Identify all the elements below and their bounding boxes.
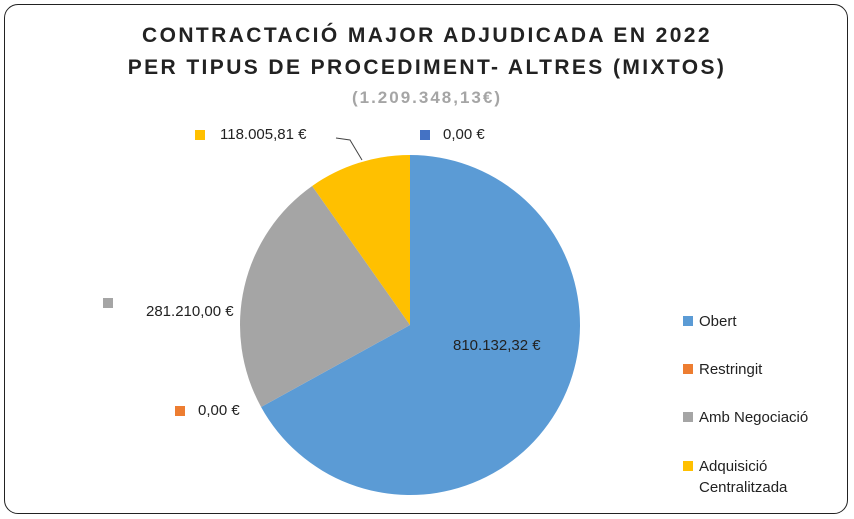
chart-title: CONTRACTACIÓ MAJOR ADJUDICADA EN 2022 xyxy=(142,24,712,47)
pie-slice xyxy=(261,155,580,495)
label-marker xyxy=(175,406,185,416)
legend-entry: Amb Negociació xyxy=(699,409,809,426)
chart-subtitle: (1.209.348,13€) xyxy=(351,88,503,107)
legend-swatch xyxy=(683,412,693,422)
legend-entry: Adquisició Centralitzada xyxy=(699,458,788,496)
pie-slice xyxy=(312,155,410,325)
chart-title: PER TIPUS DE PROCEDIMENT- ALTRES (MIXTOS… xyxy=(127,56,727,79)
pie-slice xyxy=(240,185,410,407)
legend-entry: Obert xyxy=(699,313,737,330)
label-marker xyxy=(195,130,205,140)
legend-swatch xyxy=(683,316,693,326)
data-label: 118.005,81 € xyxy=(220,126,307,143)
chart-border xyxy=(4,4,848,514)
data-label: 281.210,00 € xyxy=(146,303,234,320)
label-marker xyxy=(420,130,430,140)
leader-line xyxy=(335,137,363,161)
data-label: 0,00 € xyxy=(198,402,240,419)
legend-entry: Restringit xyxy=(699,361,763,378)
data-label: 0,00 € xyxy=(443,126,485,143)
data-label: 810.132,32 € xyxy=(453,337,541,354)
legend-swatch xyxy=(683,461,693,471)
label-marker xyxy=(103,298,113,308)
legend-swatch xyxy=(683,364,693,374)
